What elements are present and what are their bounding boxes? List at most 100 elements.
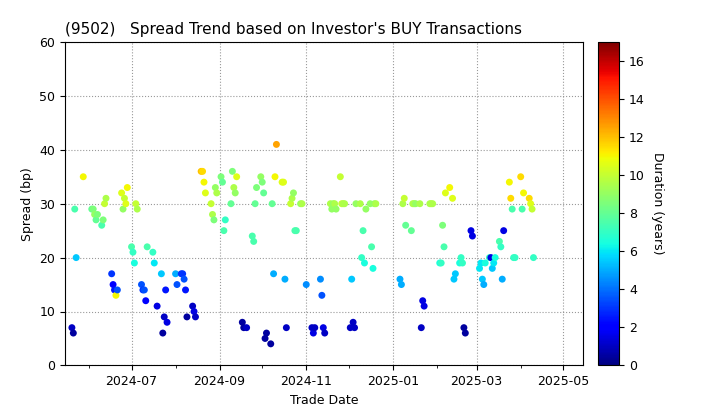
Point bbox=[434, 260, 446, 266]
Point bbox=[294, 200, 306, 207]
Point bbox=[417, 297, 428, 304]
Point bbox=[465, 227, 477, 234]
Point bbox=[344, 324, 356, 331]
Point bbox=[296, 200, 307, 207]
Point bbox=[319, 330, 330, 336]
Point bbox=[237, 319, 248, 326]
Point bbox=[71, 254, 82, 261]
Point bbox=[424, 200, 436, 207]
Point bbox=[526, 206, 538, 213]
Point bbox=[346, 276, 357, 283]
Point bbox=[137, 286, 148, 293]
Point bbox=[518, 189, 529, 196]
Point bbox=[140, 297, 151, 304]
Point bbox=[278, 179, 289, 186]
Point bbox=[516, 206, 528, 213]
Point bbox=[176, 270, 187, 277]
Point bbox=[335, 173, 346, 180]
Point bbox=[268, 270, 279, 277]
Point bbox=[217, 179, 228, 186]
Point bbox=[525, 200, 536, 207]
Point bbox=[228, 184, 240, 191]
Point bbox=[407, 200, 418, 207]
Point bbox=[129, 260, 140, 266]
Point bbox=[120, 200, 132, 207]
Point bbox=[269, 173, 281, 180]
Point bbox=[100, 195, 112, 202]
Point bbox=[398, 195, 410, 202]
Point bbox=[370, 200, 382, 207]
Point bbox=[347, 319, 359, 326]
Point bbox=[109, 286, 120, 293]
Point bbox=[506, 206, 518, 213]
Point bbox=[220, 217, 231, 223]
Point bbox=[348, 324, 360, 331]
Point bbox=[497, 276, 508, 283]
Point bbox=[107, 281, 119, 288]
Point bbox=[494, 238, 505, 245]
Point bbox=[281, 324, 292, 331]
Point bbox=[68, 330, 79, 336]
Point bbox=[357, 227, 369, 234]
Point bbox=[369, 200, 380, 207]
Point bbox=[503, 179, 515, 186]
Point bbox=[231, 173, 243, 180]
Point bbox=[426, 200, 437, 207]
Point bbox=[210, 184, 221, 191]
Point bbox=[256, 179, 268, 186]
Point bbox=[474, 265, 485, 272]
Point bbox=[367, 265, 379, 272]
Point bbox=[147, 249, 158, 255]
Point bbox=[356, 254, 367, 261]
Point bbox=[330, 206, 342, 213]
Point bbox=[366, 244, 377, 250]
Point bbox=[91, 211, 103, 218]
Point bbox=[195, 168, 207, 175]
Point bbox=[141, 244, 153, 250]
Point bbox=[336, 200, 348, 207]
Point bbox=[160, 286, 171, 293]
Point bbox=[364, 200, 376, 207]
Point bbox=[187, 303, 199, 310]
Point bbox=[396, 281, 408, 288]
Point bbox=[508, 254, 519, 261]
Point bbox=[265, 341, 276, 347]
Point bbox=[207, 211, 218, 218]
Point bbox=[130, 200, 142, 207]
Point bbox=[458, 324, 469, 331]
Point bbox=[258, 189, 269, 196]
Point bbox=[459, 330, 471, 336]
Point bbox=[110, 292, 122, 299]
Point bbox=[467, 233, 478, 239]
Point bbox=[126, 244, 138, 250]
Point bbox=[215, 173, 227, 180]
Point bbox=[309, 324, 320, 331]
Point bbox=[456, 260, 468, 266]
Point bbox=[414, 200, 426, 207]
Point bbox=[454, 260, 465, 266]
Point bbox=[151, 303, 163, 310]
Point bbox=[138, 286, 150, 293]
Point bbox=[477, 276, 488, 283]
Point bbox=[509, 254, 521, 261]
Point bbox=[487, 265, 498, 272]
Point bbox=[515, 173, 526, 180]
Point bbox=[318, 324, 329, 331]
Point bbox=[208, 217, 220, 223]
Point bbox=[300, 281, 312, 288]
Point bbox=[89, 211, 100, 218]
Point bbox=[448, 276, 459, 283]
Point bbox=[329, 200, 341, 207]
Point bbox=[148, 260, 160, 266]
Point bbox=[205, 200, 217, 207]
Point bbox=[86, 206, 97, 213]
Point bbox=[189, 313, 201, 320]
Point bbox=[289, 227, 301, 234]
Point bbox=[259, 335, 271, 342]
Point bbox=[266, 200, 278, 207]
Point bbox=[122, 184, 133, 191]
Point bbox=[230, 189, 241, 196]
Point bbox=[99, 200, 110, 207]
Point bbox=[449, 270, 461, 277]
Point bbox=[240, 324, 252, 331]
